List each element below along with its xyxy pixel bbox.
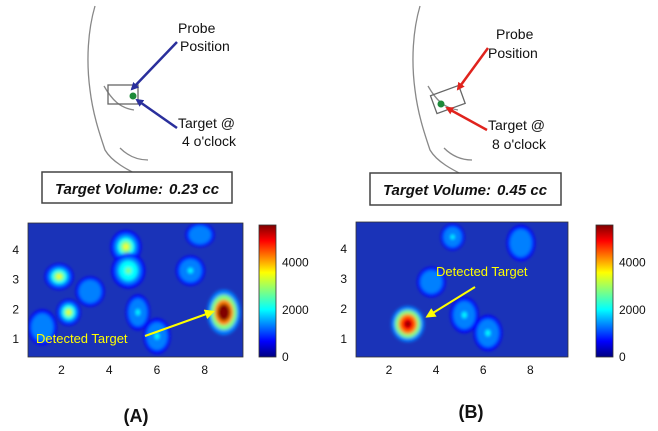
- x-tick-label: 2: [386, 363, 393, 377]
- heatmap-blob-b-2: [485, 329, 491, 337]
- colorbar-tick-label: 0: [282, 350, 289, 364]
- volume-text-b: Target Volume: 0.45 cc: [383, 182, 548, 199]
- heatmap-blob-a-8: [197, 232, 203, 237]
- detected-arrow-b: [425, 286, 476, 318]
- colorbar-tick-label: 4000: [619, 256, 646, 270]
- y-tick-label: 2: [12, 302, 19, 316]
- volume-text-a: Target Volume: 0.23 cc: [55, 181, 220, 198]
- x-tick-label: 4: [106, 363, 113, 377]
- target-label-b: Target @ 8 o'clock: [488, 117, 549, 152]
- panel-a: Probe Position Target @ 4 o'clock Target…: [12, 5, 309, 426]
- detected-label-b: Detected Target: [436, 264, 528, 279]
- x-tick-label: 8: [527, 363, 534, 377]
- probe-label-a: Probe Position: [178, 20, 230, 54]
- target-marker-b: [437, 100, 445, 108]
- x-tick-label: 8: [201, 363, 208, 377]
- heatmap-a: [28, 223, 243, 357]
- detected-arrow-a: [144, 309, 215, 337]
- axes-b: 2 4 6 8 1 2 3 4: [340, 242, 534, 377]
- x-tick-label: 6: [480, 363, 487, 377]
- y-tick-label: 2: [340, 302, 347, 316]
- colorbar-tick-label: 2000: [282, 303, 309, 317]
- torso-sketch-a: [87, 5, 149, 177]
- heatmap-blob-a-3: [123, 243, 129, 250]
- heatmap-blob-a-0: [220, 308, 227, 317]
- target-label-a: Target @ 4 o'clock: [178, 115, 239, 149]
- colorbar-tick-label: 0: [619, 350, 626, 364]
- heatmap-blob-a-2: [66, 310, 71, 315]
- target-arrow-a: [135, 98, 178, 130]
- caption-b: (B): [459, 402, 484, 422]
- heatmap-blob-b-4: [518, 239, 524, 247]
- x-tick-label: 4: [433, 363, 440, 377]
- probe-label-b: Probe Position: [488, 26, 538, 61]
- heatmap-blob-b-3: [450, 234, 455, 240]
- axes-a: 2 4 6 8 1 2 3 4: [12, 243, 208, 377]
- heatmap-blob-b-0: [404, 320, 411, 328]
- colorbar-a: [258, 224, 277, 358]
- probe-arrow-a: [130, 41, 178, 91]
- x-tick-label: 6: [154, 363, 161, 377]
- detected-label-a: Detected Target: [36, 331, 128, 346]
- y-tick-label: 4: [12, 243, 19, 257]
- heatmap-blob-a-10: [39, 324, 45, 331]
- panel-b: Probe Position Target @ 8 o'clock Target…: [340, 5, 646, 422]
- heatmap-blob-b-5: [428, 279, 434, 285]
- colorbar-tick-label: 2000: [619, 303, 646, 317]
- probe-arrow-b: [456, 47, 490, 91]
- y-tick-label: 1: [12, 332, 19, 346]
- heatmap-blob-b-1: [461, 311, 467, 319]
- probe-a: [107, 84, 139, 105]
- heatmap-blob-a-7: [154, 333, 160, 340]
- target-arrow-b: [445, 106, 488, 132]
- colorbar-tick-label: 4000: [282, 256, 309, 270]
- volume-box-a: [41, 171, 233, 204]
- caption-a: (A): [124, 406, 149, 426]
- heatmap-b: [356, 222, 568, 357]
- y-tick-label: 1: [340, 332, 347, 346]
- heatmap-blob-a-4: [125, 267, 132, 274]
- heatmap-blob-a-5: [187, 268, 193, 274]
- y-tick-label: 3: [340, 272, 347, 286]
- colorbar-ticks-b: 0 2000 4000: [619, 256, 646, 364]
- heatmap-blob-a-6: [135, 309, 140, 316]
- target-marker-a: [129, 92, 137, 100]
- y-tick-label: 3: [12, 273, 19, 287]
- heatmap-blob-a-1: [56, 274, 62, 279]
- y-tick-label: 4: [340, 242, 347, 256]
- volume-box-b: [369, 172, 562, 206]
- colorbar-ticks-a: 0 2000 4000: [282, 256, 309, 364]
- colorbar-b: [595, 224, 614, 358]
- heatmap-blob-a-9: [87, 288, 93, 295]
- x-tick-label: 2: [58, 363, 65, 377]
